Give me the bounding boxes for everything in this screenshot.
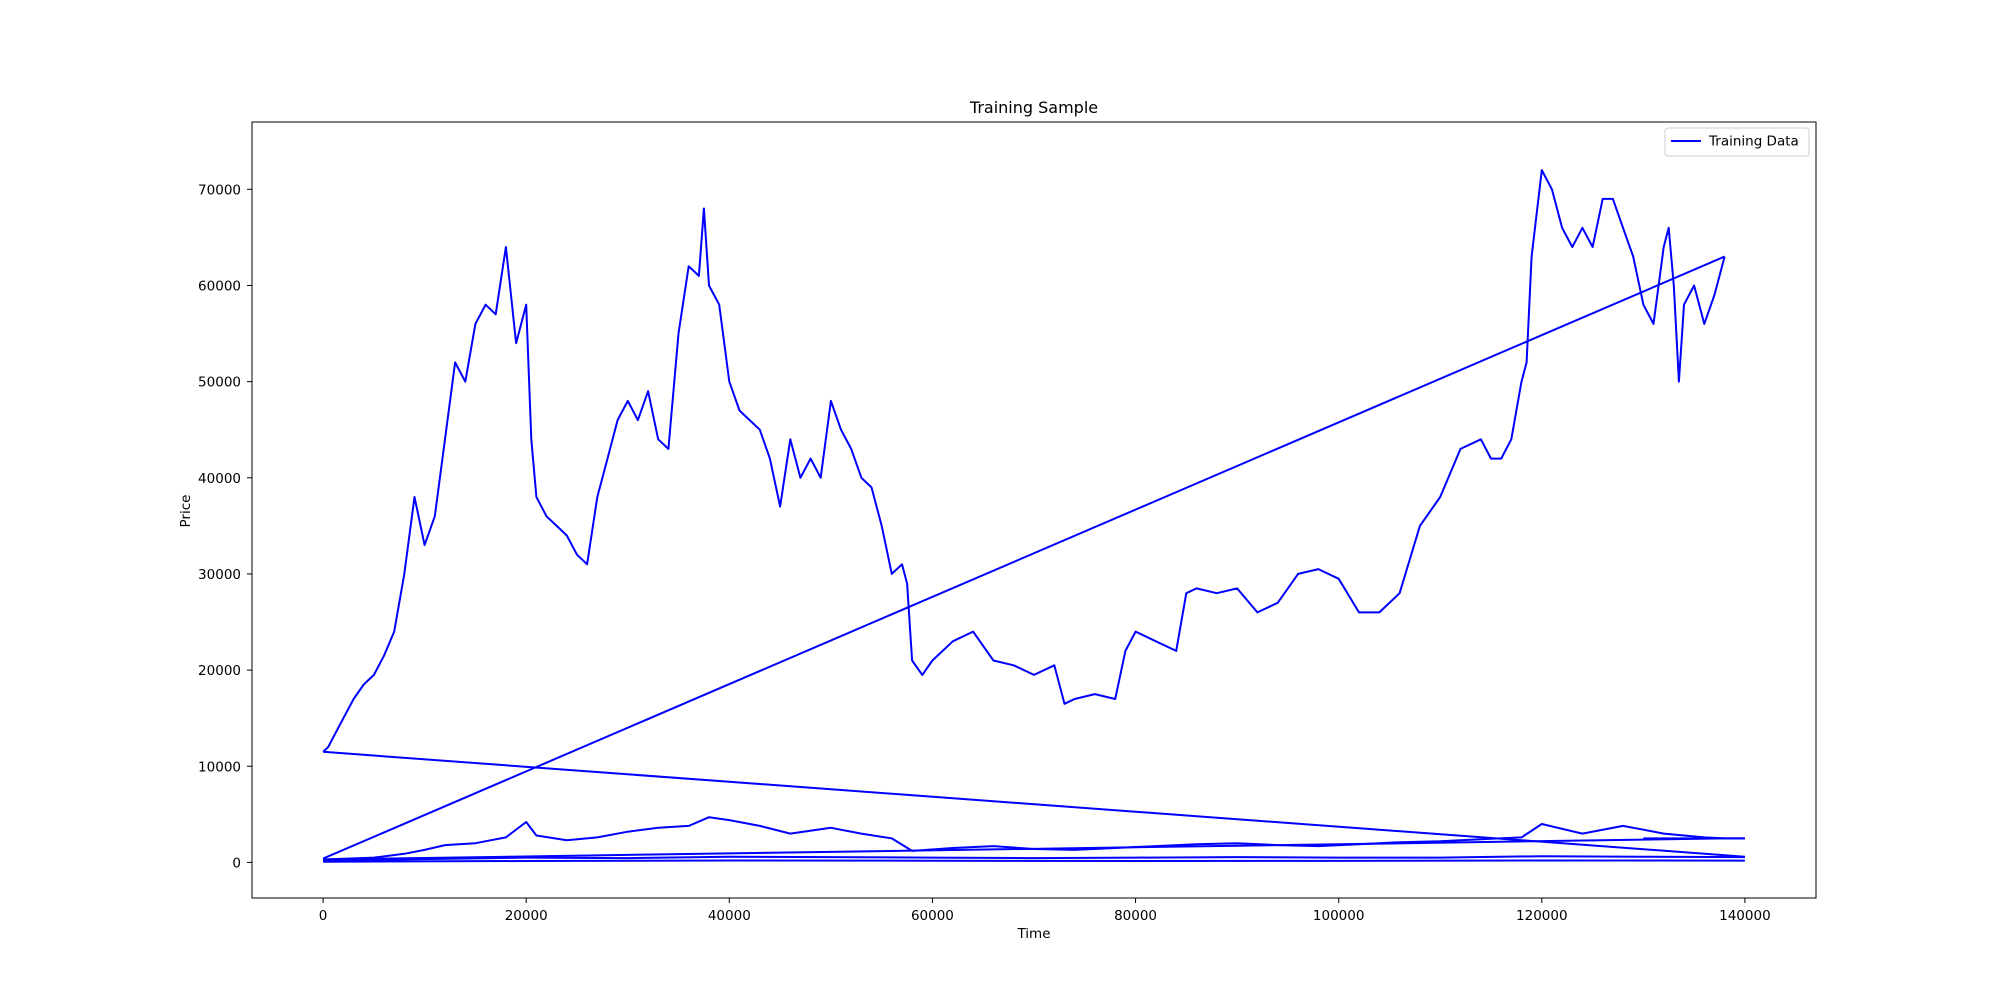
x-tick-label: 100000: [1313, 908, 1365, 924]
y-tick-label: 70000: [198, 182, 241, 198]
y-axis-label: Price: [178, 495, 194, 528]
x-tick-label: 80000: [1114, 908, 1157, 924]
series-line-low-0: [323, 816, 1745, 861]
legend-label: Training Data: [1708, 134, 1799, 150]
x-tick-label: 60000: [911, 908, 954, 924]
series-connector-line-0: [322, 255, 1725, 860]
x-tick-label: 20000: [505, 908, 548, 924]
plot-area: [322, 169, 1745, 863]
y-axis-ticks: 0 10000 20000 30000 40000 50000 60000 70000: [198, 182, 252, 871]
x-tick-label: 120000: [1516, 908, 1568, 924]
x-tick-label: 0: [319, 908, 328, 924]
y-tick-label: 20000: [198, 663, 241, 679]
series-line-price: [322, 169, 1726, 753]
series-connector-line-1: [323, 750, 1745, 858]
series-connector-line-3: [323, 837, 1725, 861]
x-tick-label: 140000: [1719, 908, 1771, 924]
series-line-low-1: [323, 855, 1745, 862]
y-tick-label: 10000: [198, 759, 241, 775]
legend: Training Data: [1664, 127, 1810, 157]
y-tick-label: 50000: [198, 375, 241, 391]
legend-box: [1664, 127, 1810, 157]
x-tick-label: 40000: [708, 908, 751, 924]
y-tick-label: 60000: [198, 278, 241, 294]
y-tick-label: 30000: [198, 567, 241, 583]
series-line-low-2: [323, 859, 1745, 863]
x-axis-label: Time: [1016, 926, 1050, 942]
y-tick-label: 40000: [198, 471, 241, 487]
axes-frame: [251, 121, 1817, 899]
y-tick-label: 0: [232, 855, 241, 871]
x-axis-ticks: 0 20000 40000 60000 80000 100000 120000 140000: [319, 898, 1771, 924]
chart-title: Training Sample: [969, 98, 1098, 117]
